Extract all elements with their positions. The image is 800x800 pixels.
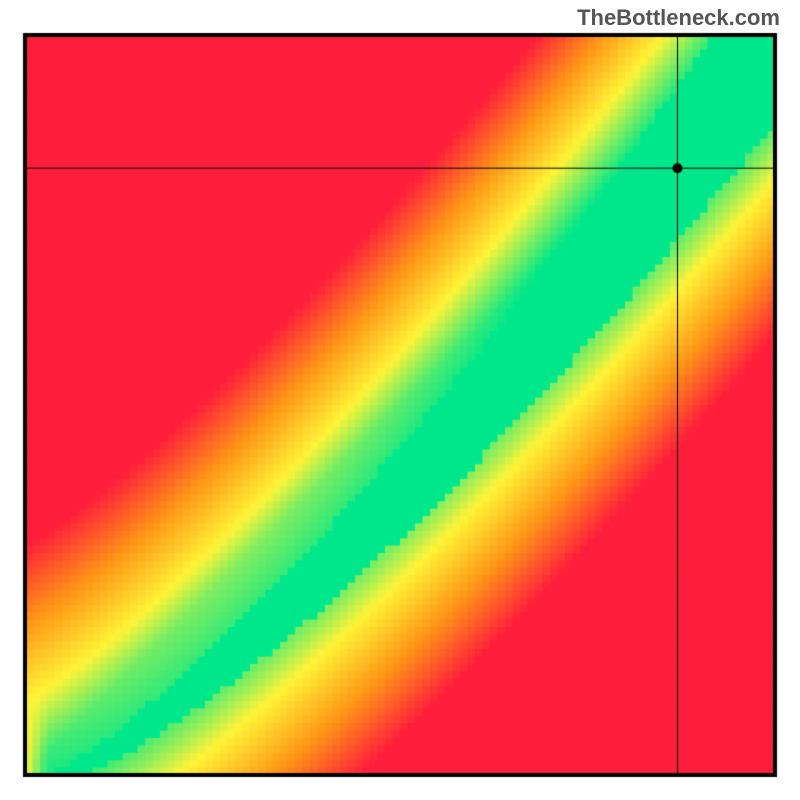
chart-container: TheBottleneck.com <box>0 0 800 800</box>
bottleneck-heatmap <box>0 0 800 800</box>
watermark-text: TheBottleneck.com <box>577 5 780 31</box>
